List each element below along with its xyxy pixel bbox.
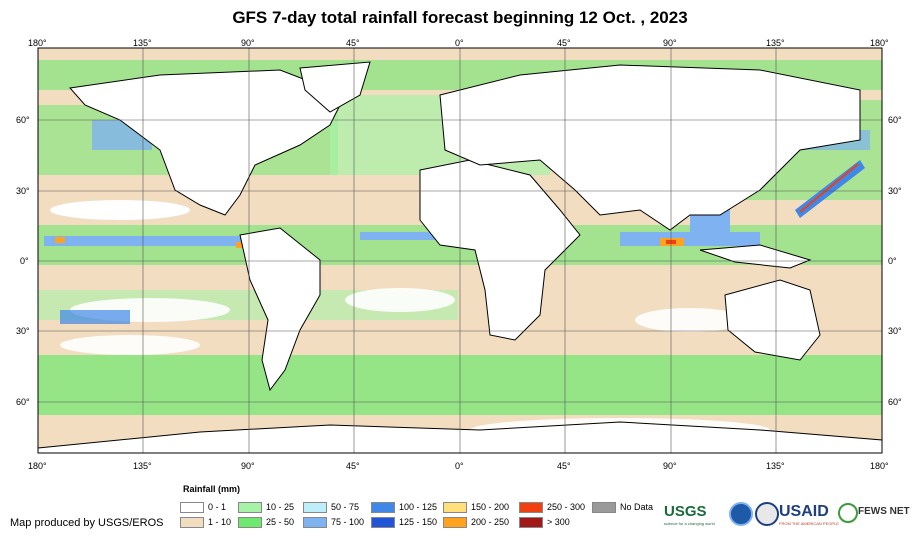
legend-label: 75 - 100 bbox=[331, 517, 365, 527]
lat-label: 60° bbox=[888, 115, 902, 125]
legend-label: 0 - 1 bbox=[208, 502, 227, 512]
legend-label: > 300 bbox=[547, 517, 570, 527]
greenland bbox=[299, 61, 371, 113]
lon-label: 135° bbox=[133, 38, 152, 48]
fews-globe-icon bbox=[838, 503, 858, 523]
lat-label: 60° bbox=[888, 397, 902, 407]
legend-swatch bbox=[238, 502, 262, 513]
legend-swatch bbox=[519, 502, 543, 513]
lon-label: 0° bbox=[455, 38, 464, 48]
lat-label: 30° bbox=[888, 326, 902, 336]
map-credit: Map produced by USGS/EROS bbox=[10, 517, 164, 529]
lat-label: 30° bbox=[16, 186, 30, 196]
usaid-tagline: FROM THE AMERICAN PEOPLE bbox=[779, 521, 839, 526]
lon-label: 135° bbox=[133, 461, 152, 471]
lon-label: 180° bbox=[870, 461, 889, 471]
lon-label: 90° bbox=[241, 461, 255, 471]
state-seal-icon bbox=[755, 502, 779, 526]
legend-swatch bbox=[519, 517, 543, 528]
lat-label: 0° bbox=[888, 256, 897, 266]
lon-label: 0° bbox=[455, 461, 464, 471]
indonesia bbox=[699, 244, 812, 269]
legend-label: 50 - 75 bbox=[331, 502, 360, 512]
legend-swatch bbox=[443, 517, 467, 528]
legend-swatch bbox=[180, 517, 204, 528]
eurasia bbox=[439, 64, 861, 231]
legend-swatch bbox=[180, 502, 204, 513]
legend-label: 1 - 10 bbox=[208, 517, 232, 527]
usaid-logo: USAID bbox=[779, 503, 829, 520]
lon-label: 45° bbox=[346, 38, 360, 48]
legend-swatch bbox=[371, 502, 395, 513]
legend-swatch bbox=[303, 517, 327, 528]
lon-label: 135° bbox=[766, 461, 785, 471]
australia bbox=[724, 279, 821, 361]
lon-label: 45° bbox=[557, 461, 571, 471]
south-america bbox=[239, 227, 321, 392]
lat-label: 60° bbox=[16, 397, 30, 407]
lat-label: 30° bbox=[16, 326, 30, 336]
lon-label: 180° bbox=[28, 38, 47, 48]
lat-label: 60° bbox=[16, 115, 30, 125]
map-title: GFS 7-day total rainfall forecast beginn… bbox=[232, 8, 688, 27]
lon-label: 90° bbox=[241, 38, 255, 48]
legend-swatch bbox=[592, 502, 616, 513]
legend-swatch bbox=[371, 517, 395, 528]
lon-label: 45° bbox=[346, 461, 360, 471]
legend-title: Rainfall (mm) bbox=[183, 484, 241, 494]
north-america bbox=[69, 69, 346, 216]
legend-swatch bbox=[303, 502, 327, 513]
noaa-seal-icon bbox=[729, 502, 753, 526]
lat-label: 0° bbox=[20, 256, 29, 266]
lon-label: 90° bbox=[663, 38, 677, 48]
legend-swatch bbox=[443, 502, 467, 513]
lon-label: 90° bbox=[663, 461, 677, 471]
legend-swatch bbox=[238, 517, 262, 528]
legend-label: No Data bbox=[620, 502, 654, 512]
map-frame bbox=[37, 47, 883, 454]
legend-label: 125 - 150 bbox=[399, 517, 438, 527]
legend-label: 150 - 200 bbox=[471, 502, 510, 512]
usgs-tagline: science for a changing world bbox=[664, 521, 715, 526]
lon-label: 180° bbox=[870, 38, 889, 48]
lon-label: 135° bbox=[766, 38, 785, 48]
lon-label: 45° bbox=[557, 38, 571, 48]
lon-label: 180° bbox=[28, 461, 47, 471]
lat-label: 30° bbox=[888, 186, 902, 196]
legend-label: 25 - 50 bbox=[266, 517, 295, 527]
legend-label: 200 - 250 bbox=[471, 517, 510, 527]
legend-label: 100 - 125 bbox=[399, 502, 438, 512]
legend-label: 10 - 25 bbox=[266, 502, 295, 512]
graticule bbox=[38, 48, 882, 453]
legend-label: 250 - 300 bbox=[547, 502, 586, 512]
fews-net-logo: FEWS NET bbox=[858, 506, 910, 517]
usgs-logo: USGS bbox=[664, 503, 707, 520]
